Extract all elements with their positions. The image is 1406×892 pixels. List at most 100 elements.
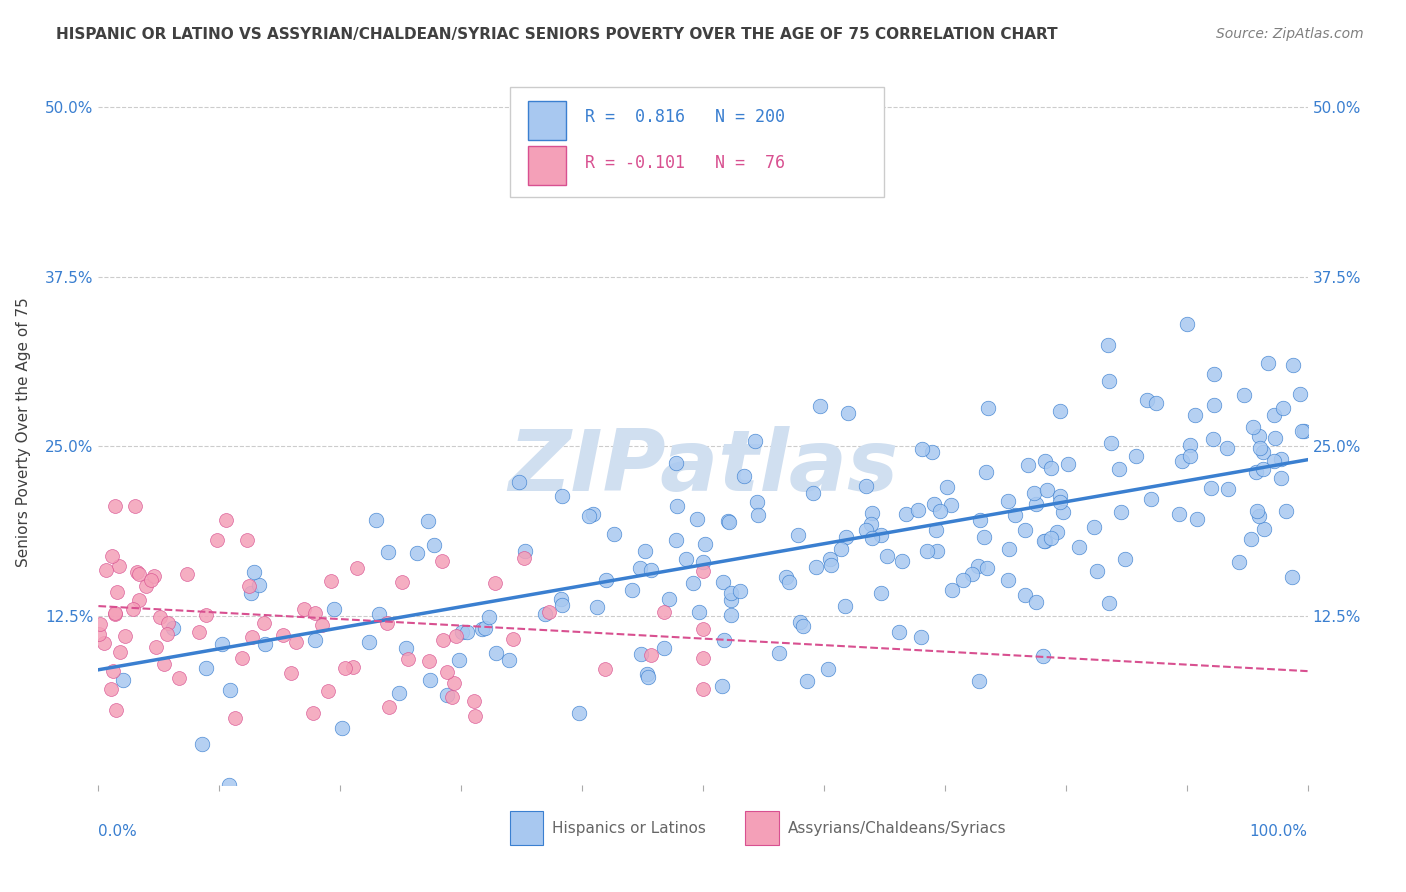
Point xyxy=(280,665,302,680)
Point xyxy=(110,645,132,659)
Point xyxy=(149,610,172,624)
Point xyxy=(1264,431,1286,445)
Text: 0.0%: 0.0% xyxy=(98,823,138,838)
Point xyxy=(395,640,418,655)
Point xyxy=(775,570,797,584)
Point xyxy=(238,579,260,593)
Point xyxy=(876,549,898,563)
Point xyxy=(1185,512,1208,526)
Point xyxy=(834,599,856,613)
Point xyxy=(808,399,831,413)
Point xyxy=(1249,441,1271,455)
Point xyxy=(156,627,179,641)
Point xyxy=(128,566,150,581)
Point xyxy=(1099,436,1122,450)
Point xyxy=(247,578,270,592)
Point xyxy=(253,615,276,630)
Text: 100.0%: 100.0% xyxy=(1250,823,1308,838)
Point xyxy=(1083,519,1105,533)
Point xyxy=(1289,387,1312,401)
Point xyxy=(720,586,742,600)
Point xyxy=(792,619,814,633)
Point xyxy=(1244,465,1267,479)
Point xyxy=(768,646,790,660)
Point xyxy=(1056,457,1078,471)
Point xyxy=(446,628,468,642)
Point xyxy=(240,586,263,600)
Point xyxy=(253,637,276,651)
Point xyxy=(636,666,658,681)
Point xyxy=(104,607,127,621)
Point xyxy=(910,630,932,644)
Point xyxy=(1108,462,1130,476)
Point xyxy=(692,681,714,696)
Point xyxy=(366,513,388,527)
Point xyxy=(855,479,877,493)
Point xyxy=(346,561,368,575)
Text: Hispanics or Latinos: Hispanics or Latinos xyxy=(551,822,706,836)
Point xyxy=(1098,596,1121,610)
Point xyxy=(796,674,818,689)
Point xyxy=(515,544,537,558)
Point xyxy=(733,468,755,483)
Point xyxy=(1033,454,1056,468)
Point xyxy=(359,634,381,648)
Point xyxy=(443,676,465,690)
Point xyxy=(1270,471,1292,485)
Point xyxy=(1227,555,1250,569)
Point xyxy=(1017,458,1039,472)
Point xyxy=(859,516,882,531)
Point xyxy=(820,558,842,573)
Point xyxy=(894,507,917,521)
Point xyxy=(1177,317,1199,331)
Point xyxy=(1125,450,1147,464)
Point xyxy=(1014,523,1036,537)
Point xyxy=(1281,569,1303,583)
Point xyxy=(628,561,651,575)
Text: HISPANIC OR LATINO VS ASSYRIAN/CHALDEAN/SYRIAC SENIORS POVERTY OVER THE AGE OF 7: HISPANIC OR LATINO VS ASSYRIAN/CHALDEAN/… xyxy=(56,27,1057,42)
Point xyxy=(1263,408,1285,422)
Point xyxy=(1098,375,1121,389)
Point xyxy=(977,401,1000,416)
Point xyxy=(692,622,714,636)
Point xyxy=(665,533,688,548)
Point xyxy=(1032,649,1054,664)
Point xyxy=(195,608,218,623)
Point xyxy=(603,527,626,541)
Point xyxy=(855,523,877,537)
Point xyxy=(457,624,479,639)
Point xyxy=(1199,481,1222,495)
Point xyxy=(692,564,714,578)
Point xyxy=(292,602,315,616)
Point xyxy=(93,635,115,649)
Point xyxy=(997,493,1019,508)
Point xyxy=(907,502,929,516)
Point xyxy=(124,500,146,514)
Point xyxy=(713,632,735,647)
Point xyxy=(498,653,520,667)
Point xyxy=(474,621,496,635)
Point xyxy=(925,543,948,558)
Point xyxy=(744,434,766,449)
Point xyxy=(1036,483,1059,497)
Point xyxy=(692,555,714,569)
Point xyxy=(1270,452,1292,467)
Point xyxy=(1178,449,1201,463)
Point xyxy=(801,485,824,500)
Point xyxy=(152,657,174,671)
Point xyxy=(311,618,333,632)
Point xyxy=(1178,438,1201,452)
Point xyxy=(478,610,501,624)
Point xyxy=(929,504,952,518)
Point xyxy=(997,574,1019,588)
Point xyxy=(1144,396,1167,410)
Point xyxy=(711,574,734,589)
Point xyxy=(720,593,742,607)
Text: Source: ZipAtlas.com: Source: ZipAtlas.com xyxy=(1216,27,1364,41)
Point xyxy=(508,475,530,489)
Point xyxy=(787,527,810,541)
Point xyxy=(834,530,856,544)
Point xyxy=(125,565,148,579)
Point xyxy=(967,674,990,689)
Point xyxy=(1291,424,1313,438)
